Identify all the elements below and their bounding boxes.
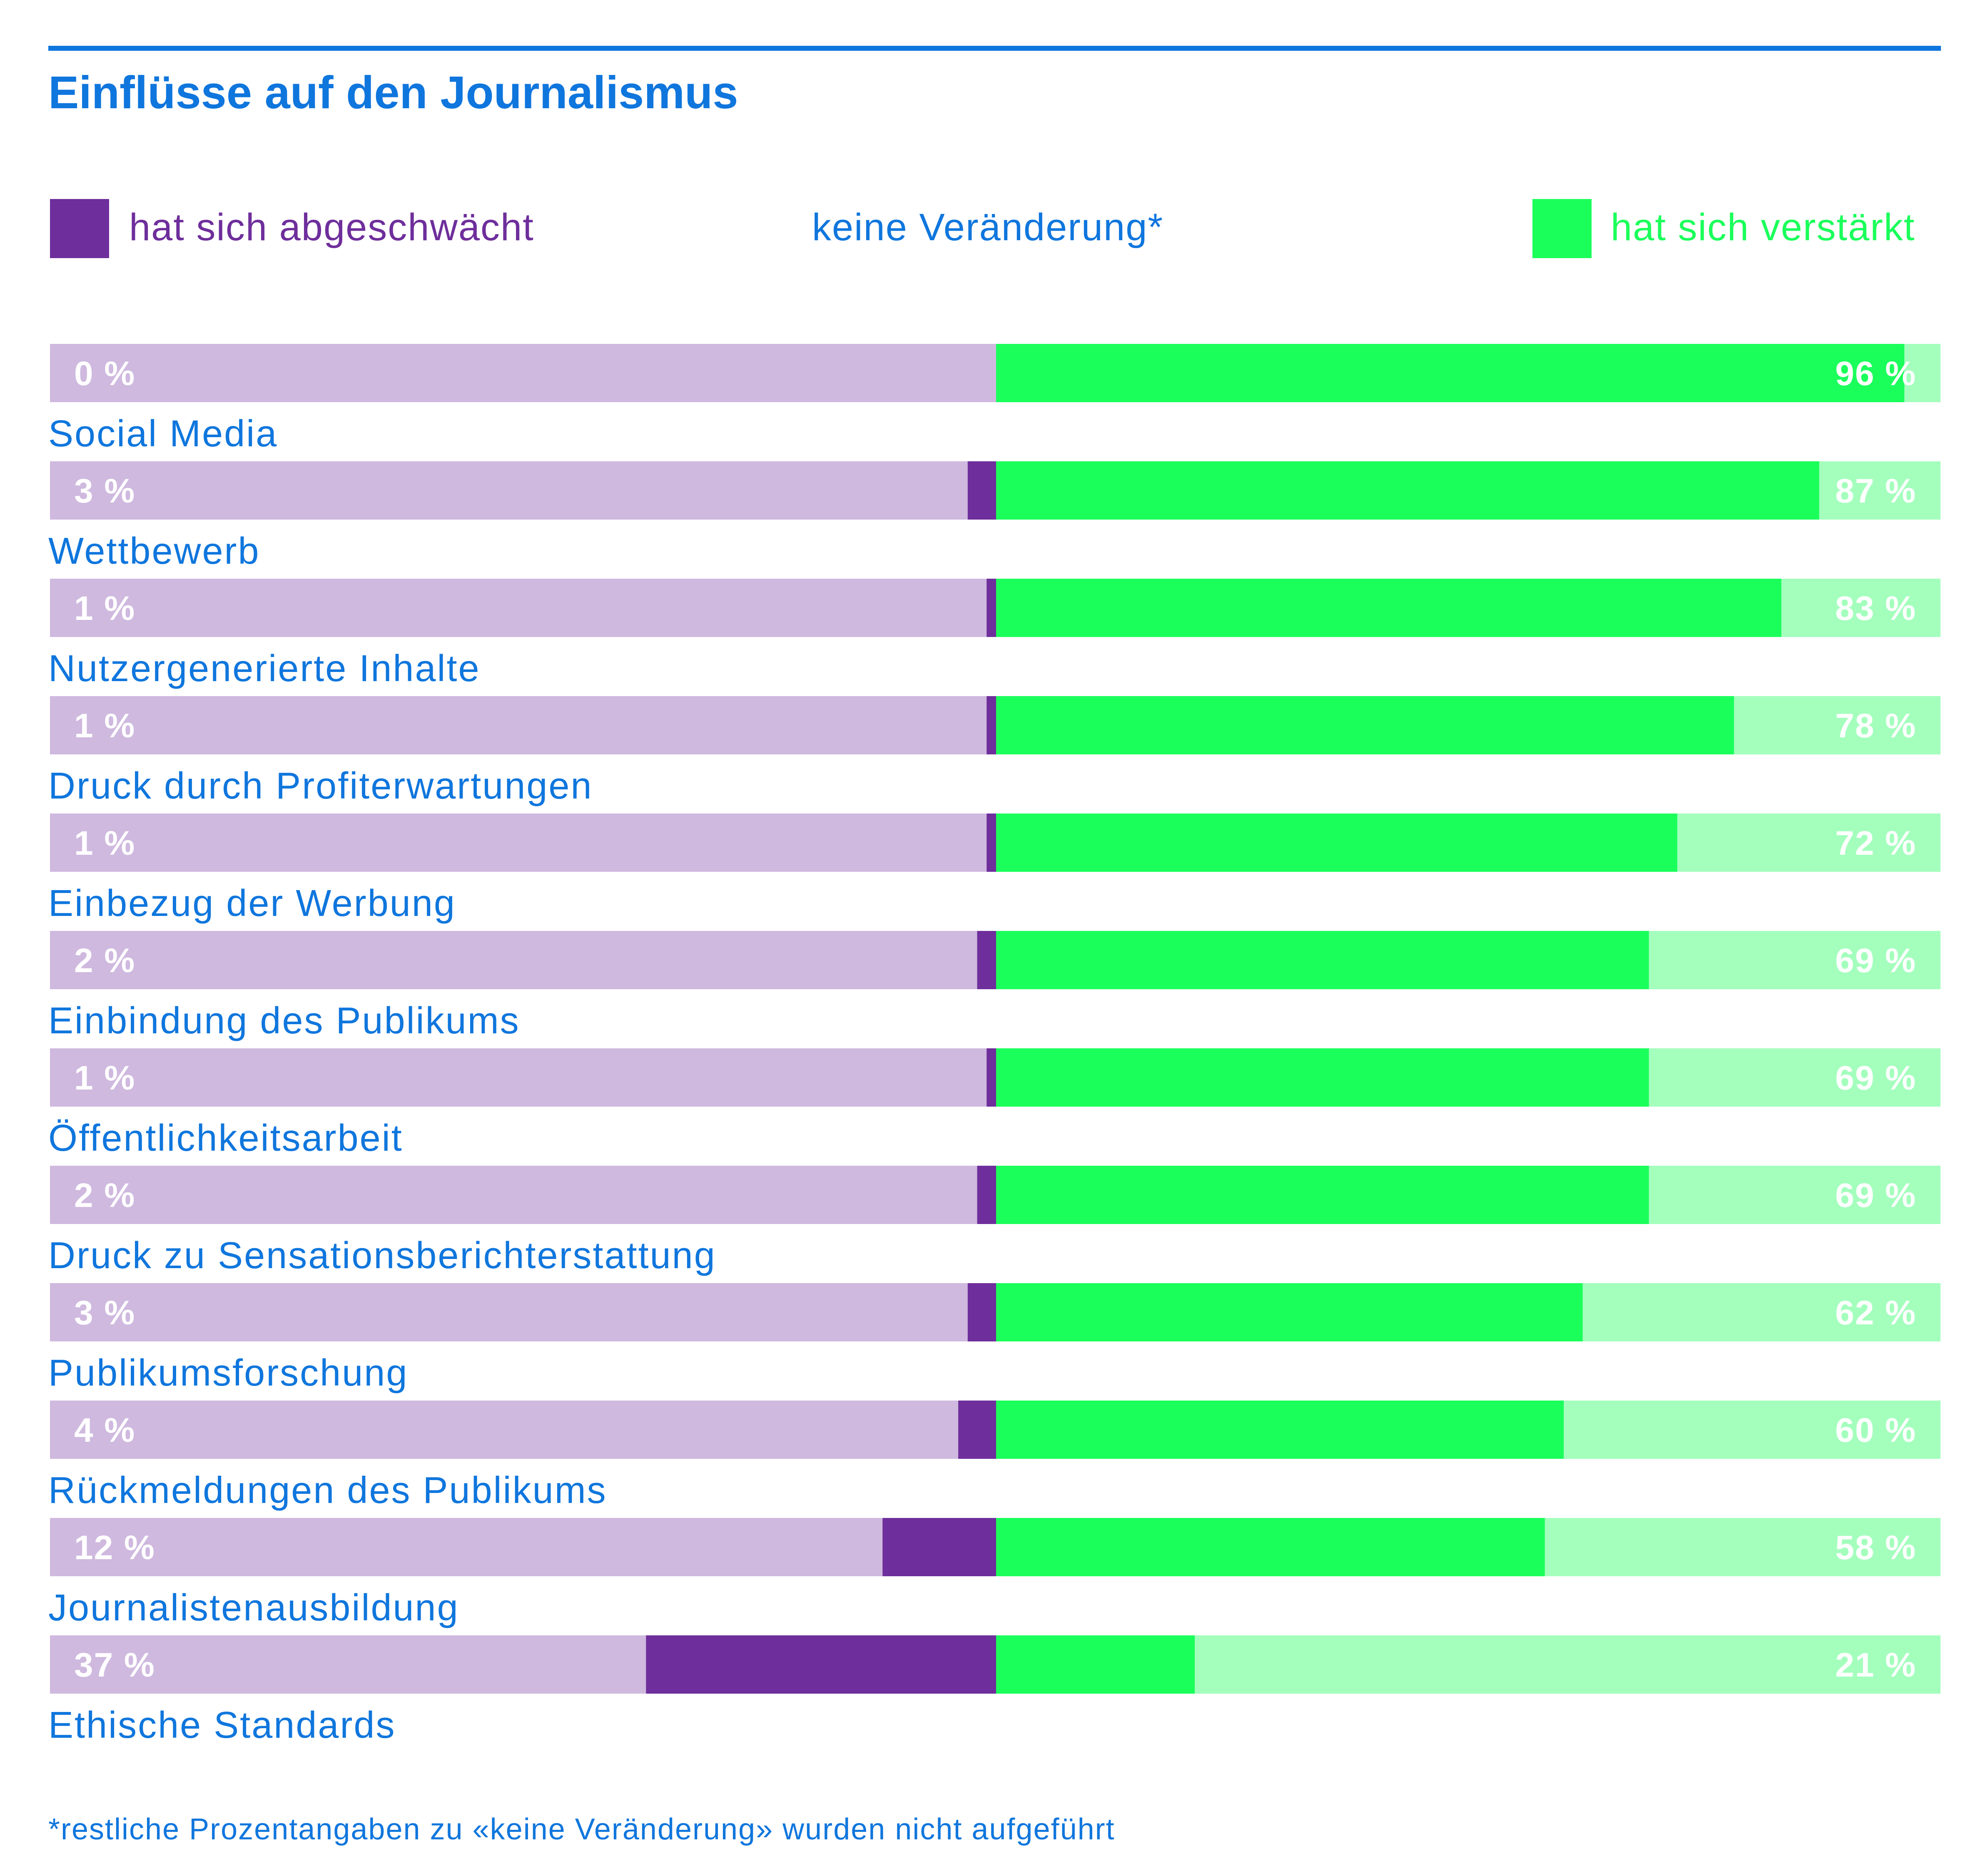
data-label-strengthened: 83 %	[1835, 590, 1916, 627]
data-label-weakened: 2 %	[74, 1177, 135, 1214]
bar-weakened	[646, 1635, 996, 1694]
bar-strengthened	[996, 931, 1649, 989]
data-label-strengthened: 58 %	[1835, 1529, 1916, 1567]
bar-weakened	[958, 1401, 996, 1459]
bar-bg-weakened	[50, 696, 996, 754]
bar-bg-weakened	[50, 579, 996, 637]
data-label-strengthened: 69 %	[1835, 1059, 1916, 1097]
category-label: Rückmeldungen des Publikums	[48, 1470, 607, 1511]
bar-bg-weakened	[50, 1283, 996, 1341]
bar-strengthened	[996, 696, 1734, 754]
data-label-strengthened: 78 %	[1835, 707, 1916, 745]
data-label-strengthened: 69 %	[1835, 942, 1916, 980]
bar-weakened	[987, 1048, 996, 1107]
bar-strengthened	[996, 1635, 1195, 1694]
data-label-weakened: 3 %	[74, 472, 135, 510]
category-label: Social Media	[48, 413, 278, 455]
bar-strengthened	[996, 461, 1819, 520]
bar-strengthened	[996, 814, 1677, 872]
data-label-strengthened: 60 %	[1835, 1411, 1916, 1449]
bar-strengthened	[996, 1283, 1583, 1341]
bar-weakened	[967, 461, 996, 520]
data-label-weakened: 1 %	[74, 707, 135, 745]
legend-label-strengthened: hat sich verstärkt	[1611, 206, 1916, 249]
data-label-strengthened: 62 %	[1835, 1294, 1916, 1332]
title-rule	[48, 46, 1941, 51]
bar-strengthened	[996, 579, 1781, 637]
bar-weakened	[967, 1283, 996, 1341]
category-label: Druck durch Profiterwartungen	[48, 765, 593, 807]
bar-bg-weakened	[50, 931, 996, 989]
legend-label-no-change: keine Veränderung*	[812, 206, 1164, 249]
legend-swatch-weakened	[50, 199, 109, 258]
bar-strengthened	[996, 1518, 1545, 1576]
data-label-weakened: 4 %	[74, 1411, 135, 1449]
bar-strengthened	[996, 1048, 1649, 1107]
bar-strengthened	[996, 1401, 1564, 1459]
footnote: *restliche Prozentangaben zu «keine Verä…	[48, 1813, 1115, 1846]
data-label-weakened: 1 %	[74, 824, 135, 862]
category-label: Einbindung des Publikums	[48, 1000, 520, 1042]
bar-weakened	[987, 579, 996, 637]
data-label-weakened: 0 %	[74, 355, 135, 393]
bar-weakened	[977, 1166, 996, 1224]
category-label: Öffentlichkeitsarbeit	[48, 1117, 403, 1159]
data-label-weakened: 1 %	[74, 1059, 135, 1097]
bar-bg-weakened	[50, 1048, 996, 1107]
category-label: Druck zu Sensationsberichterstattung	[48, 1235, 716, 1276]
bar-bg-weakened	[50, 814, 996, 872]
category-label: Journalistenausbildung	[48, 1587, 459, 1629]
bar-weakened	[977, 931, 996, 989]
data-label-strengthened: 72 %	[1835, 824, 1916, 862]
bar-weakened	[987, 696, 996, 754]
data-label-strengthened: 69 %	[1835, 1177, 1916, 1214]
data-label-weakened: 37 %	[74, 1646, 155, 1684]
category-label: Ethische Standards	[48, 1704, 396, 1746]
data-label-weakened: 2 %	[74, 942, 135, 980]
chart-title: Einflüsse auf den Journalismus	[48, 67, 738, 118]
bar-bg-weakened	[50, 1166, 996, 1224]
legend-swatch-strengthened	[1532, 199, 1592, 258]
data-label-weakened: 1 %	[74, 590, 135, 627]
data-label-weakened: 12 %	[74, 1529, 155, 1567]
bar-weakened	[882, 1518, 996, 1576]
legend-label-weakened: hat sich abgeschwächt	[129, 206, 534, 249]
data-label-strengthened: 87 %	[1835, 472, 1916, 510]
bar-weakened	[987, 814, 996, 872]
data-label-weakened: 3 %	[74, 1294, 135, 1332]
bar-bg-weakened	[50, 461, 996, 520]
bar-bg-weakened	[50, 1518, 996, 1576]
category-label: Wettbewerb	[48, 530, 260, 572]
bar-bg-weakened	[50, 1401, 996, 1459]
category-label: Nutzergenerierte Inhalte	[48, 648, 481, 689]
data-label-strengthened: 96 %	[1835, 355, 1916, 393]
bar-bg-weakened	[50, 344, 996, 402]
bar-strengthened	[996, 1166, 1649, 1224]
category-label: Einbezug der Werbung	[48, 883, 456, 924]
bar-strengthened	[996, 344, 1905, 402]
category-label: Publikumsforschung	[48, 1352, 408, 1394]
data-label-strengthened: 21 %	[1835, 1646, 1916, 1684]
